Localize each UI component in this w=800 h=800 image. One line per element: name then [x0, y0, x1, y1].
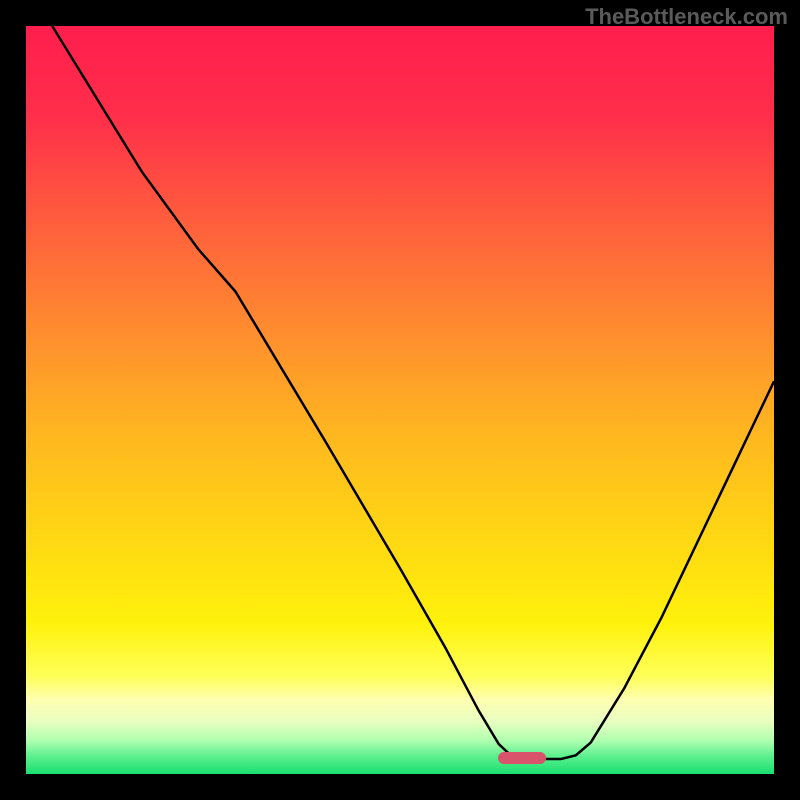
optimum-marker: [498, 752, 547, 764]
bottleneck-curve: [26, 26, 774, 774]
watermark-text: TheBottleneck.com: [585, 4, 788, 30]
plot-area: [26, 26, 774, 774]
